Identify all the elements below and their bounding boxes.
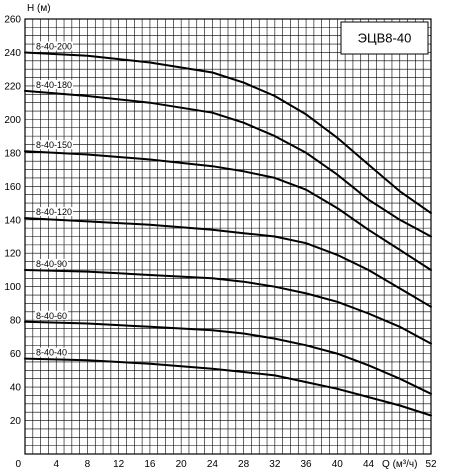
y-tick-label: 260 bbox=[4, 15, 21, 26]
x-tick-label: 28 bbox=[238, 459, 250, 470]
x-tick-label: 12 bbox=[113, 459, 125, 470]
curve-8-40-120 bbox=[24, 217, 432, 308]
y-tick-label: 240 bbox=[4, 48, 21, 59]
curve-8-40-40 bbox=[24, 357, 432, 417]
title-box bbox=[340, 21, 429, 55]
curve-label: 8-40-200 bbox=[36, 41, 72, 51]
x-tick-label: 4 bbox=[53, 459, 59, 470]
x-tick-label: 40 bbox=[332, 459, 344, 470]
y-tick-label: 20 bbox=[10, 416, 22, 427]
curve-8-40-180 bbox=[24, 89, 432, 238]
curves: 8-40-200 8-40-180 8-40-150 8-40-120 8-40-90 8… bbox=[24, 41, 432, 417]
y-tick-labels: 20 40 60 80 100 120 140 160 180 200 220 240 260 bbox=[4, 15, 21, 428]
curve-label: 8-40-90 bbox=[36, 259, 67, 269]
x-tick-label: Q (м³/ч) bbox=[382, 459, 417, 470]
curve-label-background bbox=[35, 258, 69, 268]
chart-title: ЭЦВ8-40 bbox=[358, 31, 412, 46]
y-tick-label: 100 bbox=[4, 282, 21, 293]
y-tick-label: 160 bbox=[4, 182, 21, 193]
x-tick-label: 16 bbox=[144, 459, 156, 470]
x-tick-label: 20 bbox=[176, 459, 188, 470]
y-tick-label: 60 bbox=[10, 349, 22, 360]
y-tick-label: 200 bbox=[4, 115, 21, 126]
y-tick-label: 140 bbox=[4, 215, 21, 226]
curve-label-background bbox=[35, 79, 74, 89]
y-tick-label: 80 bbox=[10, 316, 22, 327]
curve-label-background bbox=[35, 140, 74, 150]
x-tick-label: 44 bbox=[363, 459, 375, 470]
y-tick-label: 40 bbox=[10, 383, 22, 394]
curve-8-40-90 bbox=[24, 269, 432, 345]
y-axis-label: H (м) bbox=[27, 3, 51, 14]
chart-title-box: ЭЦВ8-40 bbox=[340, 21, 429, 55]
curve-label: 8-40-40 bbox=[36, 348, 67, 358]
y-tick-label: 180 bbox=[4, 148, 21, 159]
curve-label-background bbox=[35, 207, 74, 217]
curve-label: 8-40-150 bbox=[36, 140, 72, 150]
y-tick-label: 220 bbox=[4, 81, 21, 92]
curve-label-background bbox=[35, 41, 74, 51]
x-tick-label: 52 bbox=[425, 459, 437, 470]
x-tick-label: 36 bbox=[301, 459, 313, 470]
x-tick-label: 8 bbox=[85, 459, 91, 470]
x-tick-label: 0 bbox=[15, 459, 21, 470]
curve-label-background bbox=[35, 347, 69, 357]
x-tick-label: 32 bbox=[269, 459, 281, 470]
curve-8-40-60 bbox=[24, 320, 432, 395]
curve-8-40-150 bbox=[24, 150, 432, 271]
x-tick-labels: 0 4 8 12 16 20 24 28 32 36 40 44 Q (м³/ч) 52 bbox=[15, 459, 437, 470]
curve-8-40-200 bbox=[24, 51, 432, 215]
y-tick-label: 120 bbox=[4, 249, 21, 260]
curve-label: 8-40-60 bbox=[36, 311, 67, 321]
curve-label: 8-40-180 bbox=[36, 80, 72, 90]
grid bbox=[25, 19, 431, 454]
x-tick-label: 24 bbox=[207, 459, 219, 470]
curve-label: 8-40-120 bbox=[36, 207, 72, 217]
curve-label-background bbox=[35, 310, 69, 320]
